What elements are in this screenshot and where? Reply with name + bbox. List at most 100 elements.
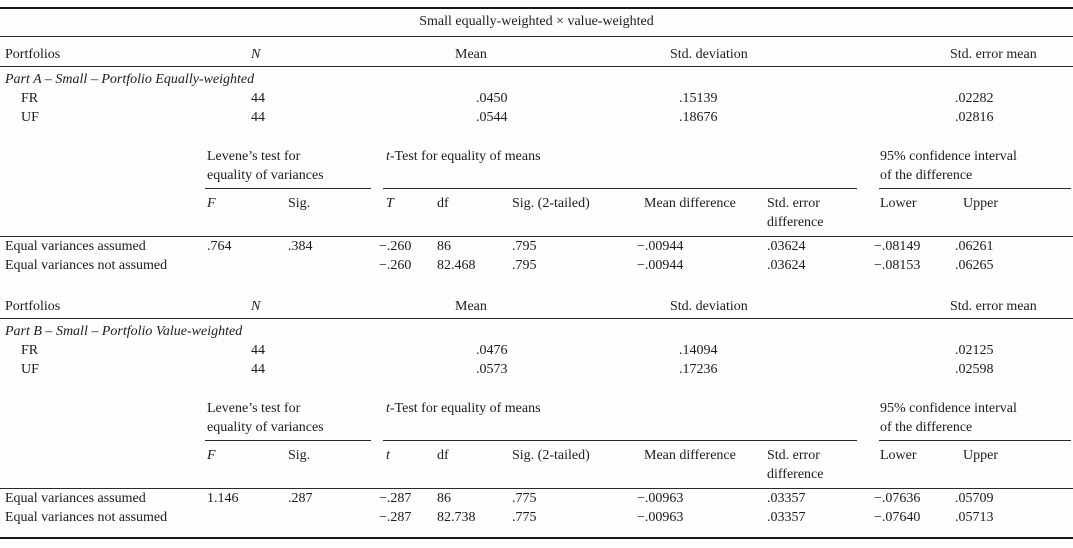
value-sig2: .775 [512,510,537,525]
value-mean-difference: −.00963 [637,491,684,506]
value-df: 82.468 [437,258,476,273]
row-label: FR [21,343,39,358]
row-label: Equal variances assumed [5,239,146,254]
row-label: FR [21,91,39,106]
header-rule [0,318,1073,319]
test-row-not-assumed-a: Equal variances not assumed −.260 82.468… [0,256,1073,275]
summary-header-a: Portfolios N Mean Std. deviation Std. er… [0,37,1073,66]
summary-header-b: Portfolios N Mean Std. deviation Std. er… [0,289,1073,318]
col-header-std-deviation: Std. deviation [670,299,748,314]
levene-group-rule [205,188,371,190]
ci-group-label: 95% confidence interval of the differenc… [880,149,1017,183]
value-n: 44 [251,91,265,106]
col-header-std-error-difference: Std. error difference [767,196,824,230]
value-n: 44 [251,110,265,125]
value-t: −.260 [379,239,412,254]
row-label: UF [21,362,39,377]
value-sig2: .795 [512,239,537,254]
value-upper: .05709 [955,491,994,506]
col-header-df: df [437,196,449,211]
col-header-f: F [207,196,216,211]
col-header-sig: Sig. [288,448,311,463]
value-mean: .0544 [476,110,508,125]
value-upper: .06265 [955,258,994,273]
value-t: −.287 [379,491,412,506]
value-t: −.260 [379,258,412,273]
value-t: −.287 [379,510,412,525]
value-upper: .06261 [955,239,994,254]
value-lower: −.08149 [874,239,921,254]
value-mean: .0573 [476,362,508,377]
col-header-mean-difference: Mean difference [644,448,736,463]
test-section-rule [0,236,1073,237]
value-sem: .02598 [955,362,994,377]
row-label: Equal variances not assumed [5,510,168,525]
col-header-std-error-mean: Std. error mean [950,299,1037,314]
test-header-b: Levene’s test for equality of variances … [0,398,1073,488]
value-lower: −.08153 [874,258,921,273]
value-f: 1.146 [207,491,239,506]
col-header-lower: Lower [880,448,917,463]
levene-group-label: Levene’s test for equality of variances [207,401,324,435]
col-header-df: df [437,448,449,463]
ci-group-label: 95% confidence interval of the differenc… [880,401,1017,435]
value-std: .18676 [679,110,718,125]
col-header-t: T [386,196,394,211]
value-mean: .0450 [476,91,508,106]
col-header-portfolios: Portfolios [5,299,61,314]
col-header-sig-2-tailed: Sig. (2-tailed) [512,196,590,211]
value-std: .15139 [679,91,718,106]
value-lower: −.07636 [874,491,921,506]
col-header-std-error-mean: Std. error mean [950,47,1037,62]
value-sig2: .795 [512,258,537,273]
col-header-t: t [386,448,390,463]
summary-row-fr-a: FR 44 .0450 .15139 .02282 [0,89,1073,108]
col-header-mean: Mean [455,47,487,62]
row-label: Equal variances assumed [5,491,146,506]
value-mean-difference: −.00963 [637,510,684,525]
levene-group-rule [205,440,371,442]
value-std-error-difference: .03357 [767,510,806,525]
value-df: 86 [437,239,451,254]
value-sem: .02282 [955,91,994,106]
title-rule [0,36,1073,37]
col-header-mean: Mean [455,299,487,314]
col-header-upper: Upper [963,196,998,211]
value-std-error-difference: .03624 [767,258,806,273]
ttest-group-label: t-Test for equality of means [386,401,541,416]
col-header-f: F [207,448,216,463]
value-upper: .05713 [955,510,994,525]
value-sem: .02125 [955,343,994,358]
value-mean: .0476 [476,343,508,358]
part-b-label: Part B – Small – Portfolio Value-weighte… [5,324,243,339]
ttest-group-rule [383,188,857,190]
summary-row-fr-b: FR 44 .0476 .14094 .02125 [0,341,1073,360]
col-header-mean-difference: Mean difference [644,196,736,211]
test-row-assumed-b: Equal variances assumed 1.146 .287 −.287… [0,489,1073,508]
value-sig: .384 [288,239,313,254]
value-sig: .287 [288,491,313,506]
top-rule [0,7,1073,9]
col-header-std-error-difference: Std. error difference [767,448,824,482]
bottom-rule [0,537,1073,539]
test-row-assumed-a: Equal variances assumed .764 .384 −.260 … [0,237,1073,256]
value-df: 86 [437,491,451,506]
row-label: Equal variances not assumed [5,258,168,273]
value-n: 44 [251,343,265,358]
table-title: Small equally-weighted × value-weighted [419,14,654,29]
ttest-group-rule [383,440,857,442]
col-header-sig: Sig. [288,196,311,211]
value-mean-difference: −.00944 [637,258,684,273]
col-header-portfolios: Portfolios [5,47,61,62]
levene-group-label: Levene’s test for equality of variances [207,149,324,183]
test-section-rule [0,488,1073,489]
col-header-upper: Upper [963,448,998,463]
part-a-label: Part A – Small – Portfolio Equally-weigh… [5,72,255,87]
test-row-not-assumed-b: Equal variances not assumed −.287 82.738… [0,508,1073,527]
value-std: .17236 [679,362,718,377]
ci-group-rule [879,188,1071,190]
ci-group-rule [879,440,1071,442]
value-sig2: .775 [512,491,537,506]
value-std-error-difference: .03357 [767,491,806,506]
